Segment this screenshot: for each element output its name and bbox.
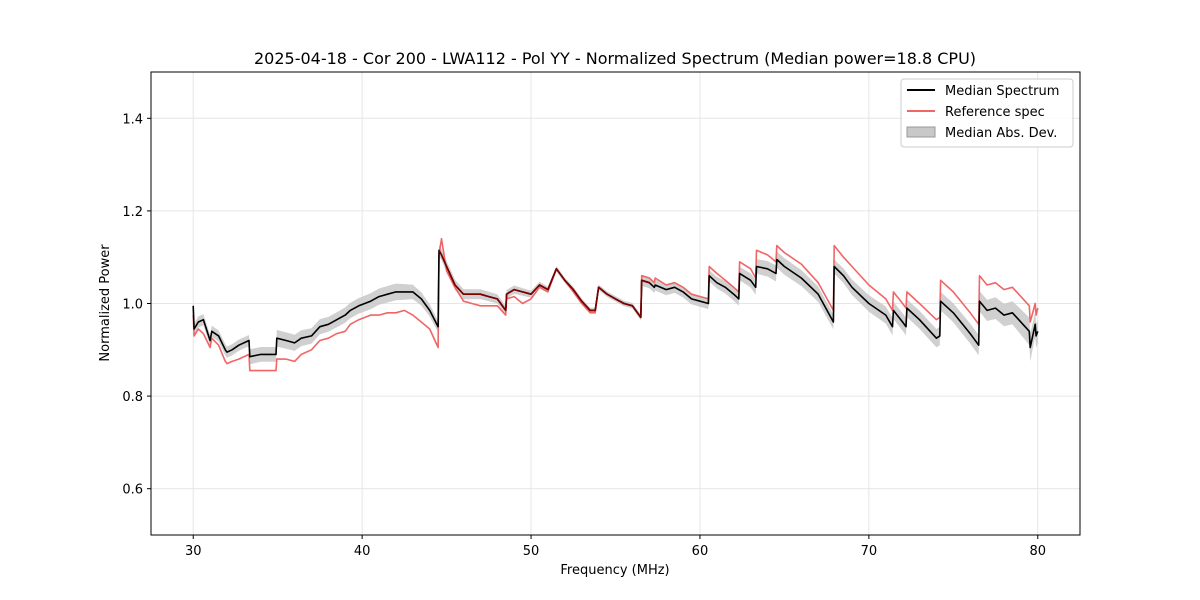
chart-title: 2025-04-18 - Cor 200 - LWA112 - Pol YY -…: [254, 49, 976, 68]
x-tick-label: 60: [692, 544, 709, 559]
legend-swatch-median-abs-dev: [906, 126, 936, 138]
legend-box: [900, 78, 1074, 148]
x-tick-label: 50: [523, 544, 540, 559]
y-tick-label: 0.8: [122, 390, 143, 405]
data-layer: [192, 237, 1039, 372]
x-axis-title: Frequency (MHz): [560, 563, 669, 578]
x-tick-label: 80: [1029, 544, 1046, 559]
legend-label-reference-spec: Reference spec: [945, 105, 1045, 120]
y-tick-label: 0.6: [122, 483, 143, 498]
y-axis-title: Normalized Power: [98, 244, 113, 362]
y-tick-label: 1.2: [122, 205, 143, 220]
legend: Median Spectrum Reference spec Median Ab…: [900, 78, 1074, 148]
x-tick-label: 30: [185, 544, 202, 559]
legend-label-median-abs-dev: Median Abs. Dev.: [945, 126, 1057, 141]
overlap-segment-line: [438, 249, 650, 319]
x-tick-label: 40: [354, 544, 371, 559]
axis-ticks: 30 40 50 60 70 80 0.6 0.8 1.0 1.2 1.4: [122, 112, 1046, 559]
y-tick-label: 1.4: [122, 112, 143, 127]
legend-label-median-spectrum: Median Spectrum: [945, 84, 1059, 99]
x-tick-label: 70: [861, 544, 878, 559]
y-tick-label: 1.0: [122, 298, 143, 313]
